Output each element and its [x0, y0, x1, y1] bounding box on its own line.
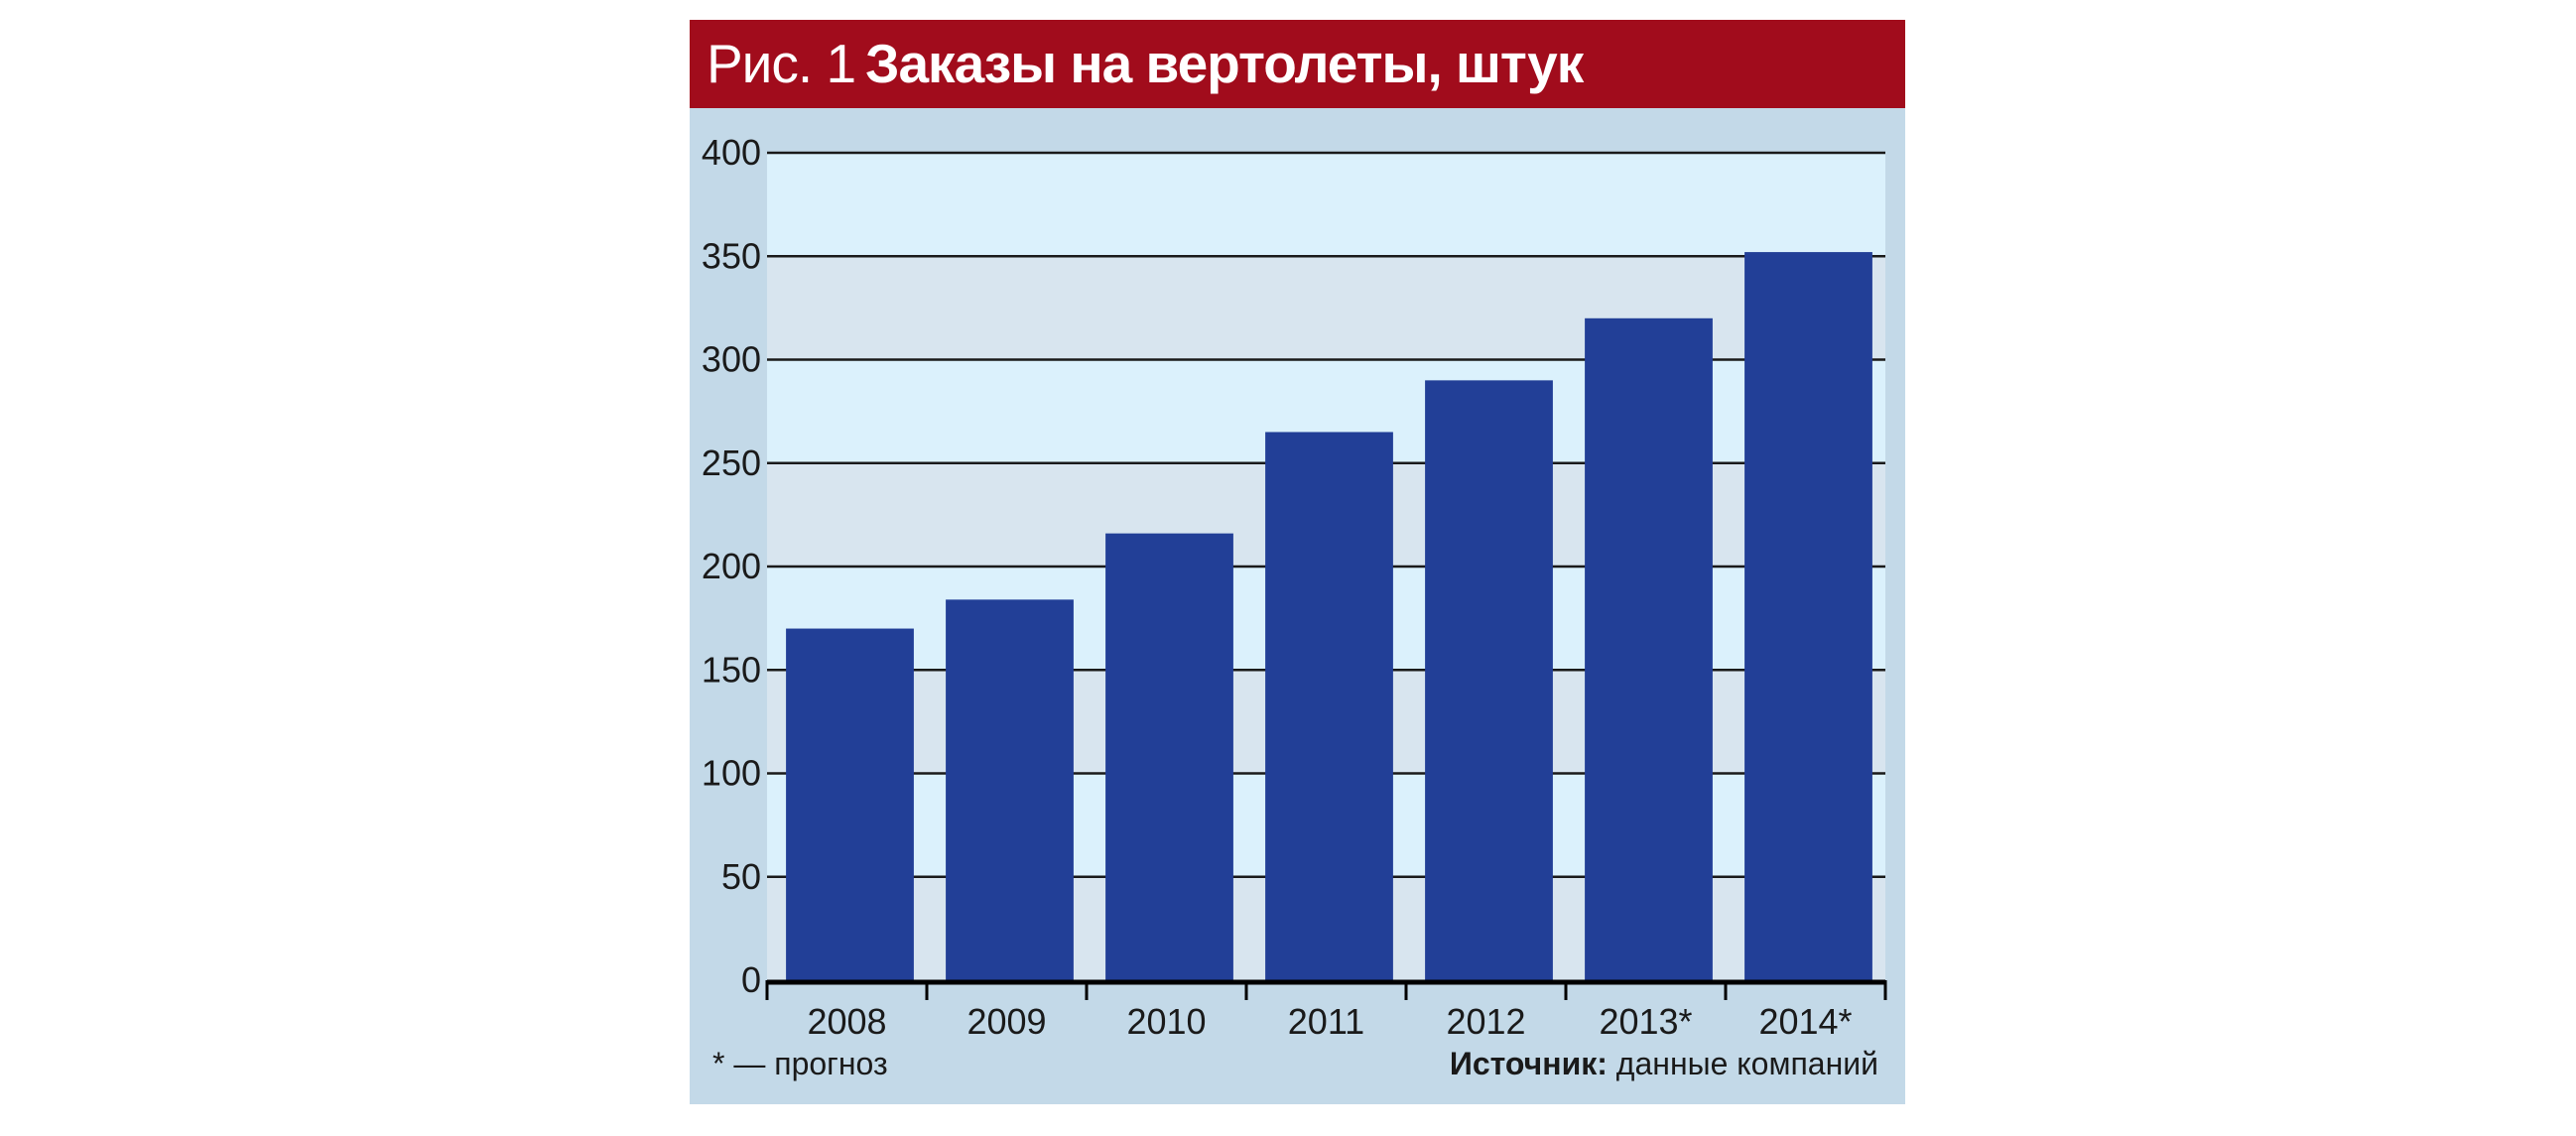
y-tick-label: 350 — [702, 235, 761, 276]
x-tick-label: 2013* — [1599, 1001, 1692, 1042]
source-note: Источник: данные компаний — [1450, 1046, 1878, 1082]
bar — [1105, 533, 1233, 980]
y-tick-label: 50 — [721, 856, 761, 897]
background-band — [767, 153, 1885, 257]
x-tick-label: 2014* — [1758, 1001, 1852, 1042]
bar-chart: 0 50 100 150 200 250 300 350 400 2008 2009 2010 201… — [702, 132, 1887, 1042]
x-tick-label: 2009 — [966, 1001, 1046, 1042]
chart-title-bar: Рис. 1 Заказы на вертолеты, штук — [690, 20, 1905, 108]
x-tick-label: 2010 — [1126, 1001, 1206, 1042]
x-tick-label: 2011 — [1288, 1001, 1364, 1042]
y-tick-label: 150 — [702, 649, 761, 690]
bar — [1425, 380, 1553, 981]
bar — [786, 628, 914, 980]
bar — [946, 599, 1074, 980]
figure-number: Рис. 1 — [707, 33, 856, 94]
chart-title: Заказы на вертолеты, штук — [865, 33, 1584, 94]
x-tick-label: 2012 — [1446, 1001, 1525, 1042]
background-band — [767, 256, 1885, 360]
y-tick-label: 0 — [741, 959, 761, 1000]
forecast-footnote: * — прогноз — [712, 1046, 888, 1081]
chart-figure: Рис. 1 Заказы на вертолеты, штук 0 50 100 1… — [690, 20, 1905, 1104]
bars — [786, 252, 1872, 981]
x-tick-labels: 2008 2009 2010 2011 2012 2013* 2014* — [807, 1001, 1852, 1042]
bar — [1585, 317, 1713, 980]
y-tick-label: 400 — [702, 132, 761, 173]
y-tick-label: 100 — [702, 753, 761, 794]
x-tick-label: 2008 — [807, 1001, 886, 1042]
bar — [1265, 432, 1393, 981]
source-text: данные компаний — [1615, 1046, 1878, 1081]
source-label: Источник: — [1449, 1046, 1608, 1081]
y-tick-label: 300 — [702, 339, 761, 380]
x-axis — [765, 979, 1887, 1000]
y-tick-label: 200 — [702, 546, 761, 586]
bar — [1744, 252, 1872, 980]
y-tick-label: 250 — [702, 442, 761, 483]
y-tick-labels: 0 50 100 150 200 250 300 350 400 — [702, 132, 761, 1000]
